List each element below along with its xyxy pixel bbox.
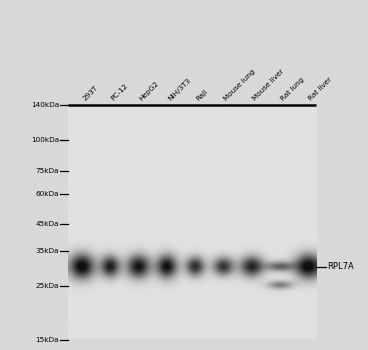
- Text: Mouse liver: Mouse liver: [251, 69, 285, 102]
- Text: 15kDa: 15kDa: [35, 336, 59, 343]
- Text: 140kDa: 140kDa: [31, 102, 59, 108]
- Text: 100kDa: 100kDa: [31, 137, 59, 144]
- Text: Raji: Raji: [195, 89, 208, 102]
- Text: Rat lung: Rat lung: [280, 77, 305, 102]
- Text: 35kDa: 35kDa: [35, 247, 59, 253]
- Text: 45kDa: 45kDa: [35, 221, 59, 227]
- Text: Rat liver: Rat liver: [308, 77, 333, 102]
- Text: 60kDa: 60kDa: [35, 191, 59, 197]
- Text: Mouse lung: Mouse lung: [223, 69, 256, 102]
- Text: RPL7A: RPL7A: [327, 262, 354, 271]
- Text: HepG2: HepG2: [138, 80, 160, 102]
- Text: 25kDa: 25kDa: [35, 283, 59, 289]
- Text: 75kDa: 75kDa: [35, 168, 59, 174]
- Text: NIH/3T3: NIH/3T3: [166, 77, 191, 102]
- Text: 293T: 293T: [82, 85, 99, 102]
- Text: PC-12: PC-12: [110, 83, 129, 102]
